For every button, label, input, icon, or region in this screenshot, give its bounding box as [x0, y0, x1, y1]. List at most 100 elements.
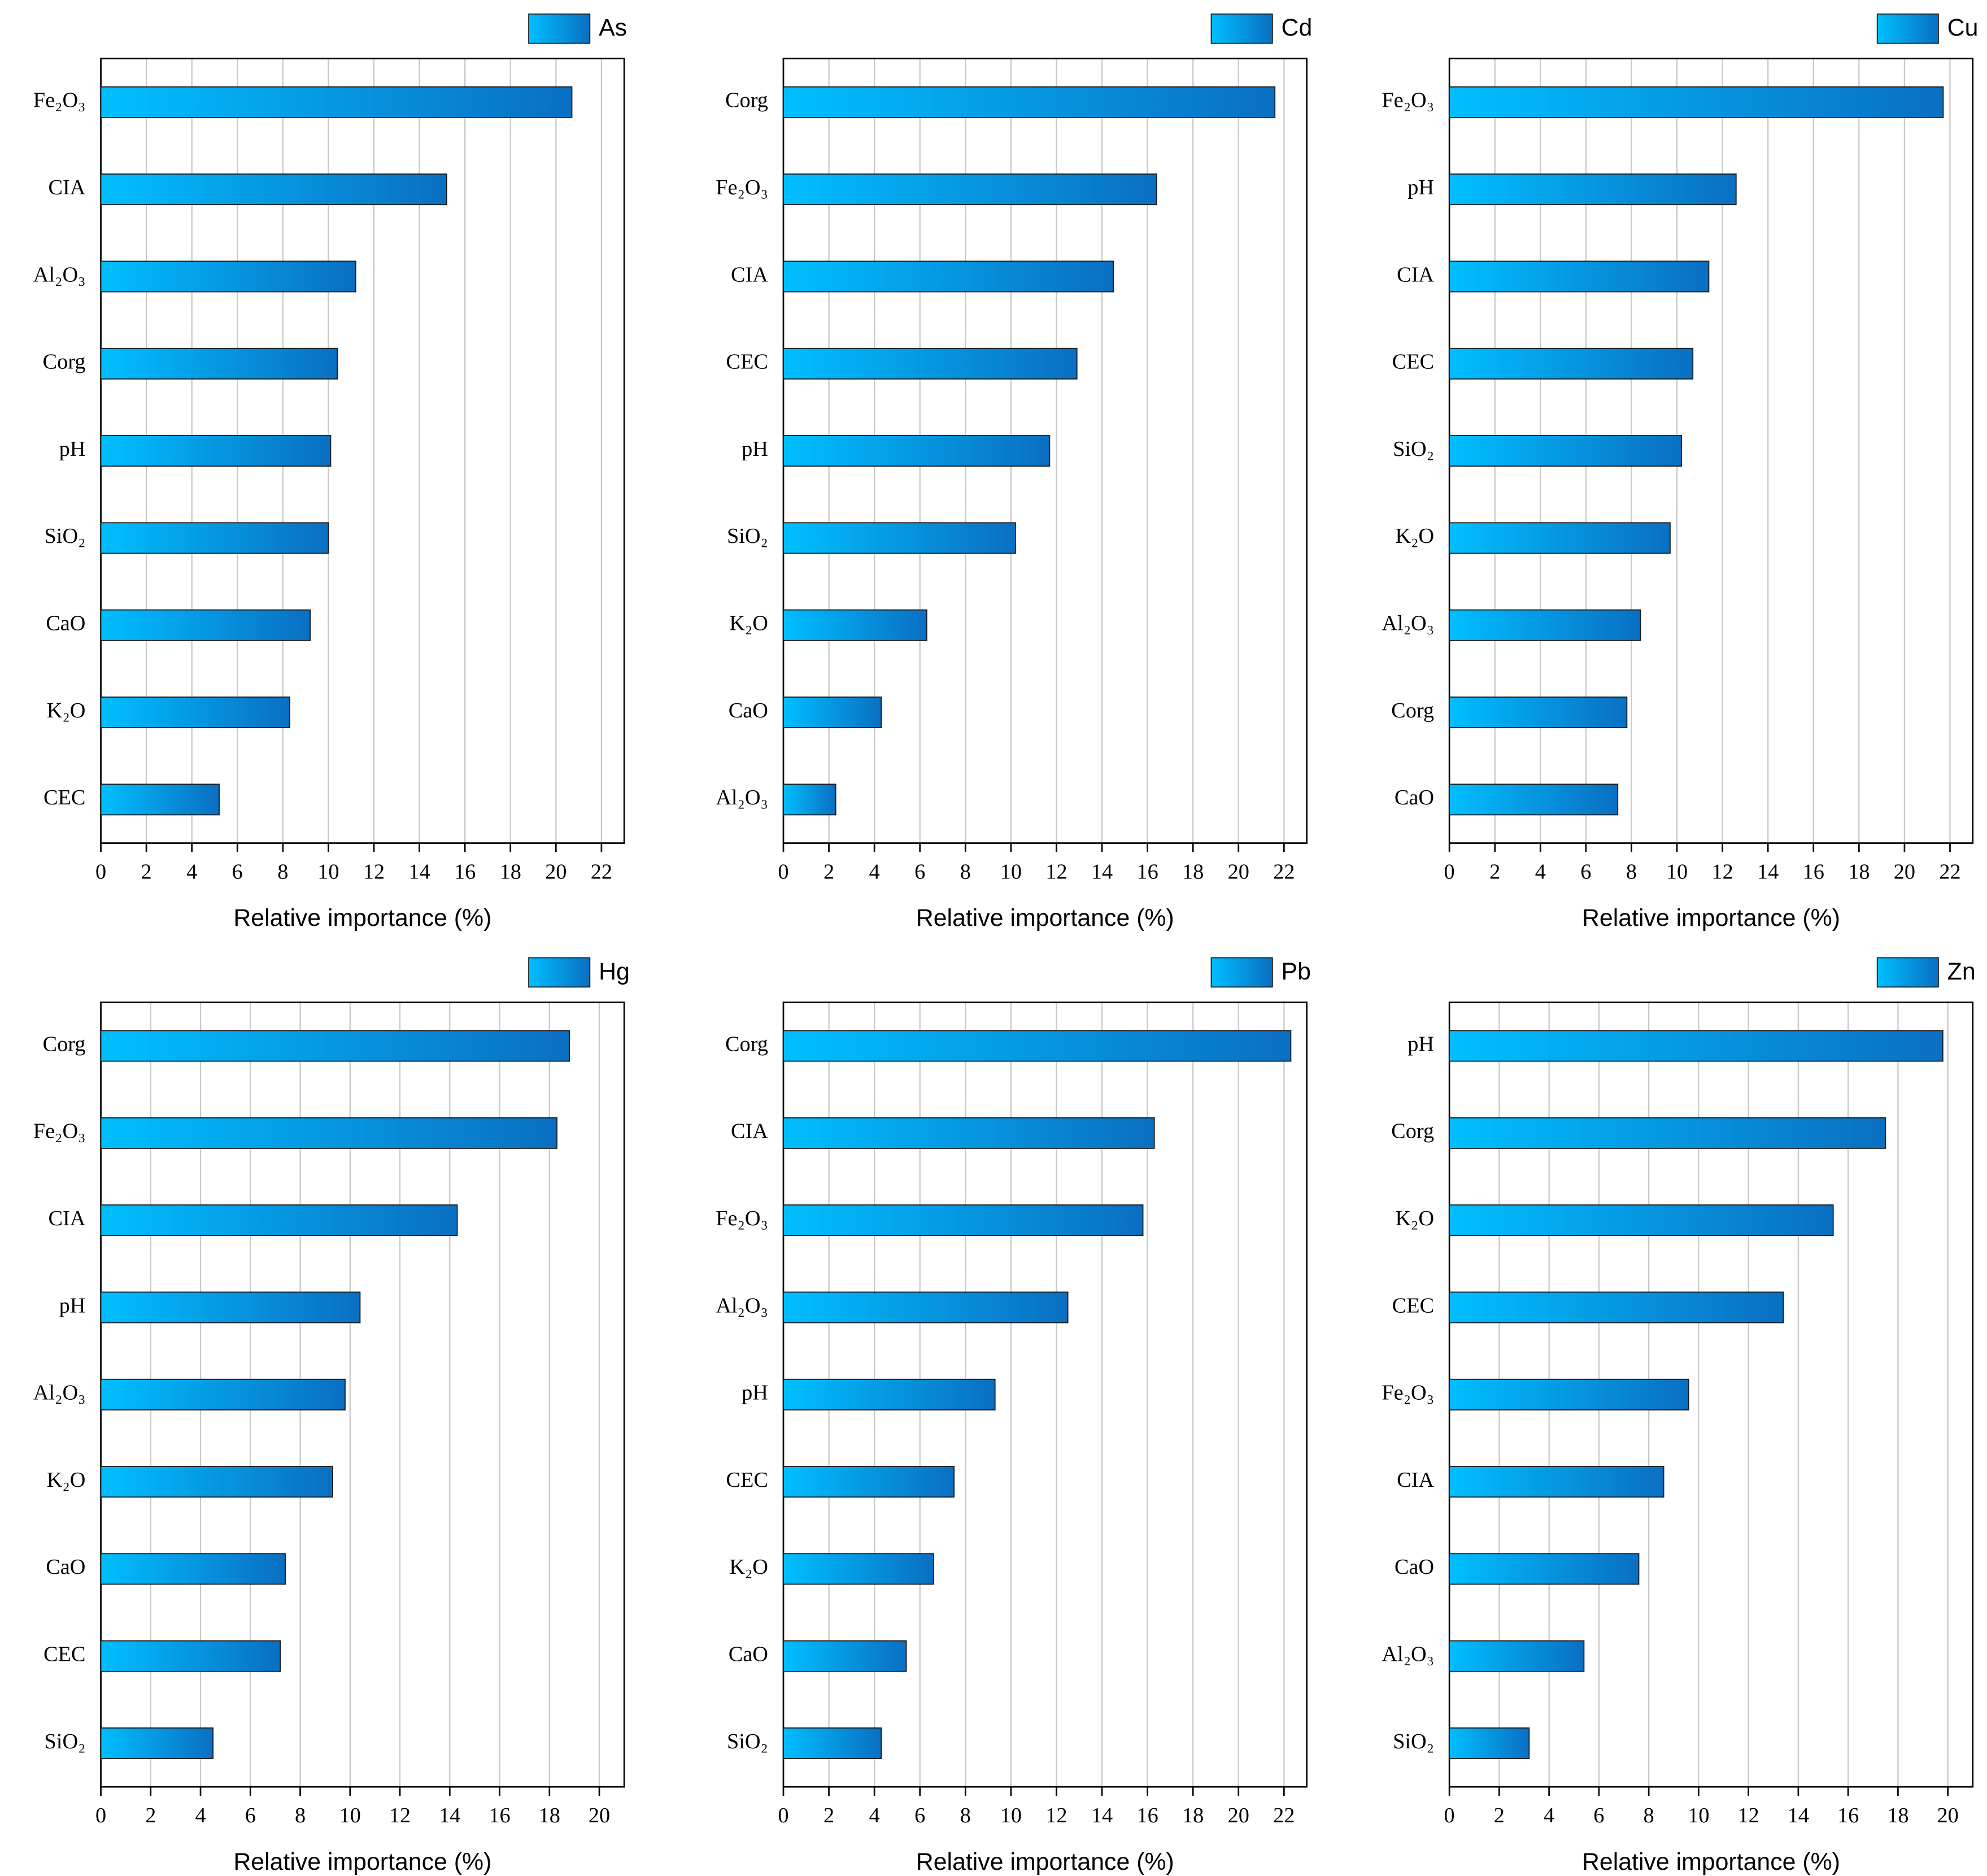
x-tick-label: 16	[1837, 1804, 1859, 1827]
x-tick-label: 10	[1666, 860, 1688, 883]
legend-label: Cd	[1282, 14, 1313, 41]
bar	[783, 260, 1114, 293]
bar	[783, 697, 882, 729]
y-tick-label: CaO	[729, 1643, 768, 1666]
x-axis-label: Relative importance (%)	[233, 904, 491, 932]
legend-swatch	[1876, 13, 1939, 44]
x-tick-label: 6	[245, 1804, 256, 1827]
x-tick-label: 20	[1937, 1804, 1958, 1827]
x-tick-label: 2	[1494, 1804, 1505, 1827]
x-tick-label: 12	[1711, 860, 1733, 883]
y-tick-label: K₂O	[729, 612, 768, 636]
bar	[783, 1378, 996, 1411]
bar	[100, 522, 329, 554]
x-tick-label: 22	[1273, 860, 1295, 883]
bar	[783, 1204, 1144, 1237]
x-tick-label: 18	[500, 860, 521, 883]
x-tick-label: 0	[778, 1804, 788, 1827]
x-axis-label: Relative importance (%)	[916, 1848, 1174, 1875]
y-tick-label: Al₂O₃	[33, 263, 86, 286]
x-tick-label: 12	[1045, 860, 1067, 883]
x-tick-label: 20	[1228, 860, 1249, 883]
y-tick-label: Al₂O₃	[716, 786, 768, 809]
legend-label: Pb	[1282, 958, 1311, 985]
x-tick-label: 0	[778, 860, 788, 883]
y-tick-label: Fe₂O₃	[1382, 89, 1434, 112]
bar	[100, 1204, 458, 1237]
bar	[100, 173, 447, 206]
bar	[100, 1378, 346, 1411]
bar	[100, 1291, 361, 1324]
y-tick-label: Fe₂O₃	[1382, 1381, 1434, 1405]
x-tick-label: 10	[339, 1804, 361, 1827]
y-tick-label: CEC	[1392, 1294, 1435, 1317]
x-tick-label: 0	[1444, 1804, 1455, 1827]
bar	[783, 435, 1051, 467]
bar	[100, 1466, 333, 1498]
y-tick-label: Al₂O₃	[33, 1381, 86, 1405]
x-tick-label: 4	[186, 860, 197, 883]
x-tick-label: 4	[1544, 1804, 1554, 1827]
bar	[1449, 1640, 1585, 1672]
y-tick-label: CaO	[1395, 1555, 1434, 1579]
bar	[100, 1117, 557, 1149]
x-tick-label: 20	[1894, 860, 1915, 883]
legend-swatch	[1210, 13, 1273, 44]
y-tick-label: CEC	[726, 350, 768, 374]
bar	[100, 1030, 570, 1062]
x-tick-label: 6	[1593, 1804, 1604, 1827]
bar	[100, 784, 220, 816]
y-tick-label: Al₂O₃	[716, 1294, 768, 1317]
legend-swatch	[1876, 957, 1939, 988]
bar	[1449, 697, 1628, 729]
x-axis-label: Relative importance (%)	[916, 904, 1174, 932]
y-tick-label: SiO₂	[1393, 1730, 1434, 1753]
x-tick-label: 22	[1939, 860, 1960, 883]
x-tick-label: 14	[1757, 860, 1779, 883]
bar	[1449, 522, 1671, 554]
x-tick-label: 4	[1535, 860, 1546, 883]
y-tick-label: Fe₂O₃	[33, 1120, 86, 1143]
x-tick-label: 12	[389, 1804, 411, 1827]
y-tick-label: SiO₂	[727, 1730, 768, 1753]
bar	[1449, 1466, 1664, 1498]
x-axis-label: Relative importance (%)	[1582, 904, 1840, 932]
y-tick-label: Corg	[725, 89, 768, 112]
legend-label: Hg	[599, 958, 630, 985]
y-tick-label: Fe₂O₃	[716, 1207, 768, 1230]
y-tick-label: pH	[59, 1294, 86, 1317]
x-tick-label: 16	[489, 1804, 510, 1827]
y-tick-label: Corg	[43, 350, 86, 374]
bar	[783, 173, 1157, 206]
y-tick-label: Fe₂O₃	[33, 89, 86, 112]
bar	[100, 435, 332, 467]
y-tick-label: Corg	[1391, 699, 1434, 722]
y-tick-label: CIA	[1397, 263, 1434, 286]
y-tick-label: pH	[1408, 1032, 1434, 1056]
x-tick-label: 22	[1273, 1804, 1295, 1827]
bar	[1449, 347, 1694, 380]
y-tick-label: SiO₂	[44, 1730, 85, 1753]
y-tick-label: CIA	[731, 1120, 768, 1143]
bar	[783, 1291, 1069, 1324]
y-tick-label: pH	[1408, 176, 1434, 199]
y-tick-label: CIA	[1397, 1468, 1434, 1492]
x-tick-label: 10	[1688, 1804, 1709, 1827]
x-tick-label: 14	[1091, 1804, 1113, 1827]
bar	[100, 609, 311, 641]
bar	[1449, 1030, 1944, 1062]
y-tick-label: pH	[742, 437, 768, 461]
x-tick-label: 2	[823, 860, 834, 883]
x-tick-label: 22	[591, 860, 612, 883]
y-tick-label: Corg	[43, 1032, 86, 1056]
y-tick-label: K₂O	[47, 699, 86, 722]
bar	[783, 86, 1276, 118]
bar	[1449, 609, 1641, 641]
x-axis-label: Relative importance (%)	[1582, 1848, 1840, 1875]
y-tick-label: CEC	[43, 1643, 86, 1666]
y-tick-label: SiO₂	[727, 524, 768, 548]
x-tick-label: 18	[539, 1804, 560, 1827]
y-tick-label: K₂O	[47, 1468, 86, 1492]
